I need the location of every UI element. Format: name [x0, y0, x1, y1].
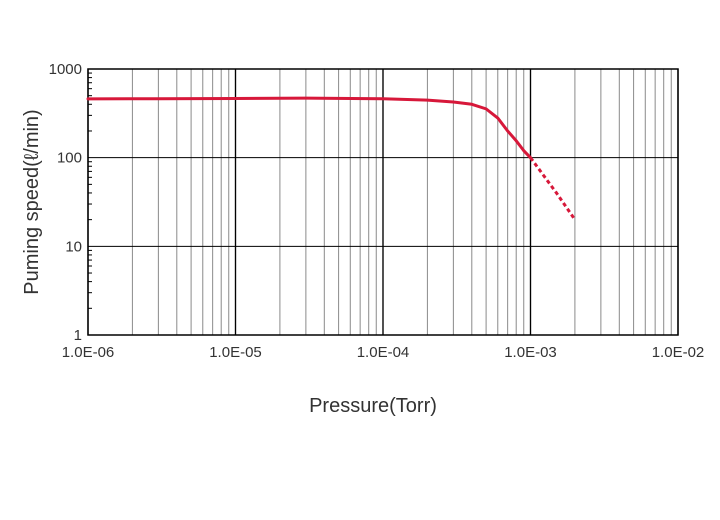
- series-layer: [86, 96, 577, 221]
- x-tick-label: 1.0E-03: [504, 344, 557, 361]
- y-tick-label: 10: [65, 238, 82, 255]
- series-line-solid: [86, 96, 532, 160]
- x-tick-labels: 1.0E-06 1.0E-05 1.0E-04 1.0E-03 1.0E-02: [62, 344, 705, 361]
- x-axis-title: Pressure(Torr): [309, 395, 437, 417]
- y-tick-label: 100: [57, 150, 82, 167]
- x-tick-label: 1.0E-02: [652, 344, 705, 361]
- x-tick-label: 1.0E-05: [209, 344, 262, 361]
- y-axis-title: Puming speed(ℓ/min): [21, 109, 43, 294]
- y-tick-label: 1: [74, 327, 82, 344]
- y-tick-labels: 1 10 100 1000: [49, 61, 82, 344]
- grid: [87, 68, 679, 336]
- x-tick-label: 1.0E-04: [357, 344, 410, 361]
- series-line-dashed: [529, 156, 577, 221]
- x-tick-label: 1.0E-06: [62, 344, 115, 361]
- y-tick-label: 1000: [49, 61, 82, 78]
- plot-frame: [87, 68, 679, 336]
